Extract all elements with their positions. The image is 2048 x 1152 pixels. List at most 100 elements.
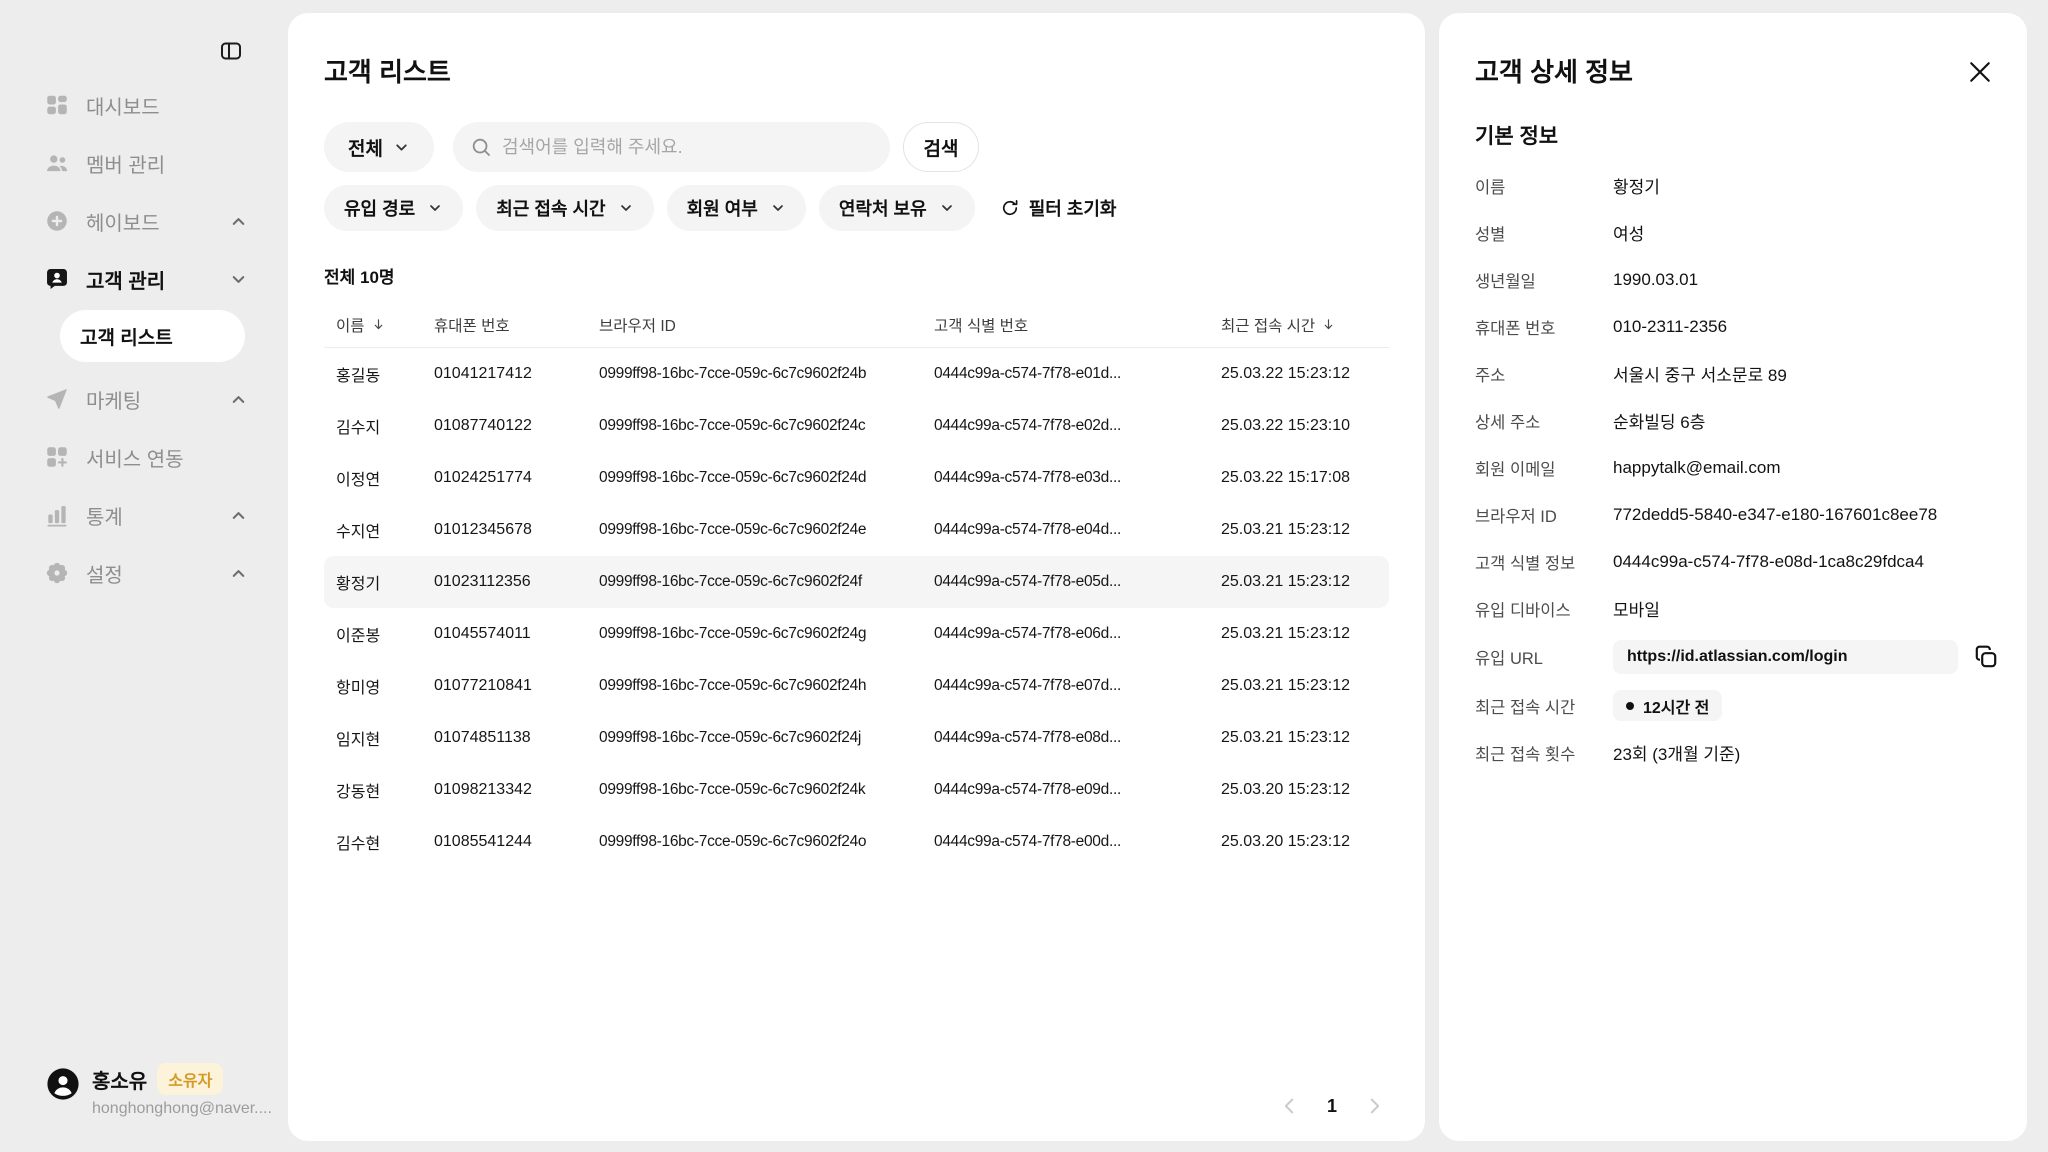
prev-page-icon[interactable] xyxy=(1279,1095,1301,1117)
cell-name: 강동현 xyxy=(336,784,381,802)
sidebar-item-label: 마케팅 xyxy=(86,390,142,413)
filter-inflow-path[interactable]: 유입 경로 xyxy=(324,185,464,232)
filter-last-access[interactable]: 최근 접속 시간 xyxy=(476,185,654,232)
field-value: happytalk@email.com xyxy=(1613,457,1781,477)
sidebar-item-marketing[interactable]: 마케팅 xyxy=(0,370,288,428)
sidebar-item-members[interactable]: 멤버 관리 xyxy=(0,134,288,192)
close-icon[interactable] xyxy=(1965,57,1995,87)
detail-field-phone: 휴대폰 번호 010-2311-2356 xyxy=(1475,303,1999,350)
cell-browser-id: 0999ff98-16bc-7cce-059c-6c7c9602f24g xyxy=(599,625,867,643)
cell-phone: 01077210841 xyxy=(434,677,532,695)
sidebar-item-label: 서비스 연동 xyxy=(86,448,184,471)
table-row[interactable]: 임지현 01074851138 0999ff98-16bc-7cce-059c-6c… xyxy=(324,712,1389,764)
column-label: 최근 접속 시간 xyxy=(1221,317,1316,335)
chevron-down-icon xyxy=(618,200,634,216)
field-value: 모바일 xyxy=(1613,601,1660,621)
sort-desc-icon xyxy=(1321,317,1336,332)
column-name[interactable]: 이름 xyxy=(336,314,434,336)
table-row[interactable]: 항미영 01077210841 0999ff98-16bc-7cce-059c-6c… xyxy=(324,660,1389,712)
refresh-icon xyxy=(1000,198,1020,218)
cell-name: 김수지 xyxy=(336,420,381,438)
cell-last-access: 25.03.21 15:23:12 xyxy=(1221,677,1351,695)
field-value: 0444c99a-c574-7f78-e08d-1ca8c29fdca4 xyxy=(1613,551,1924,571)
sidebar-item-heyboard[interactable]: 헤이보드 xyxy=(0,192,288,250)
table-row[interactable]: 이정연 01024251774 0999ff98-16bc-7cce-059c-6c… xyxy=(324,452,1389,504)
url-value-box: https://id.atlassian.com/login xyxy=(1613,640,1958,675)
cell-phone: 01074851138 xyxy=(434,729,531,747)
column-customer-id: 고객 식별 번호 xyxy=(934,314,1221,336)
cell-customer-id: 0444c99a-c574-7f78-e09d... xyxy=(934,781,1121,799)
chevron-down-icon xyxy=(427,200,443,216)
sidebar-item-customers[interactable]: 고객 관리 xyxy=(0,250,288,308)
user-profile[interactable]: 홍소유 소유자 honghonghong@naver.... xyxy=(46,1063,272,1118)
filter-member-status[interactable]: 회원 여부 xyxy=(666,185,806,232)
table-row[interactable]: 이준봉 01045574011 0999ff98-16bc-7cce-059c-6c… xyxy=(324,608,1389,660)
field-value: 순화빌딩 6층 xyxy=(1613,413,1706,433)
sidebar-item-stats[interactable]: 통계 xyxy=(0,486,288,544)
filter-has-contact[interactable]: 연락처 보유 xyxy=(818,185,975,232)
cell-customer-id: 0444c99a-c574-7f78-e01d... xyxy=(934,365,1121,383)
search-button[interactable]: 검색 xyxy=(903,122,979,173)
cell-browser-id: 0999ff98-16bc-7cce-059c-6c7c9602f24h xyxy=(599,677,867,695)
cell-last-access: 25.03.20 15:23:12 xyxy=(1221,833,1351,851)
current-page[interactable]: 1 xyxy=(1326,1095,1337,1116)
field-label: 최근 접속 시간 xyxy=(1475,698,1576,717)
cell-name: 홍길동 xyxy=(336,368,381,386)
detail-field-address-detail: 상세 주소 순화빌딩 6층 xyxy=(1475,397,1999,444)
cell-phone: 01012345678 xyxy=(434,521,532,539)
settings-icon xyxy=(44,560,70,586)
sidebar-item-integration[interactable]: 서비스 연동 xyxy=(0,428,288,486)
cell-last-access: 25.03.20 15:23:12 xyxy=(1221,781,1351,799)
chevron-up-icon xyxy=(229,564,248,583)
search-input[interactable] xyxy=(502,136,873,158)
sidebar-subitem-customer-list[interactable]: 고객 리스트 xyxy=(60,310,245,362)
reset-filters-button[interactable]: 필터 초기화 xyxy=(1000,195,1117,221)
sidebar-item-dashboard[interactable]: 대시보드 xyxy=(0,76,288,134)
next-page-icon[interactable] xyxy=(1363,1095,1385,1117)
sidebar-item-label: 고객 관리 xyxy=(86,270,166,293)
cell-customer-id: 0444c99a-c574-7f78-e03d... xyxy=(934,469,1121,487)
sidebar-item-settings[interactable]: 설정 xyxy=(0,544,288,602)
filter-label: 연락처 보유 xyxy=(838,199,927,220)
panel-left-icon xyxy=(217,39,245,63)
column-last-access[interactable]: 최근 접속 시간 xyxy=(1221,314,1377,336)
section-title: 기본 정보 xyxy=(1475,125,1559,149)
cell-phone: 01024251774 xyxy=(434,469,532,487)
search-box xyxy=(453,122,890,173)
detail-field-last-access-count: 최근 접속 횟수 23회 (3개월 기준) xyxy=(1475,729,1999,776)
table-row[interactable]: 황정기 01023112356 0999ff98-16bc-7cce-059c-6c… xyxy=(324,556,1389,609)
cell-last-access: 25.03.21 15:23:12 xyxy=(1221,625,1351,643)
field-label: 유입 URL xyxy=(1475,650,1543,669)
field-label: 최근 접속 횟수 xyxy=(1475,745,1576,764)
field-value: 황정기 xyxy=(1613,178,1660,198)
role-badge: 소유자 xyxy=(157,1063,224,1095)
sidebar-item-label: 통계 xyxy=(86,506,123,529)
table-row[interactable]: 강동현 01098213342 0999ff98-16bc-7cce-059c-6c… xyxy=(324,764,1389,816)
marketing-icon xyxy=(44,386,70,412)
copy-icon[interactable] xyxy=(1973,644,1999,670)
table-row[interactable]: 김수지 01087740122 0999ff98-16bc-7cce-059c-6c… xyxy=(324,400,1389,452)
filter-label: 유입 경로 xyxy=(344,199,416,220)
table-row[interactable]: 수지연 01012345678 0999ff98-16bc-7cce-059c-6c… xyxy=(324,504,1389,556)
cell-customer-id: 0444c99a-c574-7f78-e06d... xyxy=(934,625,1121,643)
chevron-down-icon xyxy=(770,200,786,216)
field-value: 1990.03.01 xyxy=(1613,269,1699,289)
status-dot xyxy=(1626,701,1634,710)
cell-name: 임지현 xyxy=(336,732,381,750)
table-row[interactable]: 김수현 01085541244 0999ff98-16bc-7cce-059c-6c… xyxy=(324,816,1389,868)
sidebar-item-label: 헤이보드 xyxy=(86,212,160,235)
sidebar-toggle-button[interactable] xyxy=(212,34,250,68)
table-row[interactable]: 홍길동 01041217412 0999ff98-16bc-7cce-059c-6c… xyxy=(324,348,1389,400)
category-filter-dropdown[interactable]: 전체 xyxy=(324,122,434,173)
column-label: 브라우저 ID xyxy=(599,317,676,335)
column-phone: 휴대폰 번호 xyxy=(434,314,599,336)
cell-browser-id: 0999ff98-16bc-7cce-059c-6c7c9602f24d xyxy=(599,469,867,487)
detail-field-address: 주소 서울시 중구 서소문로 89 xyxy=(1475,350,1999,397)
detail-field-inflow-url: 유입 URL https://id.atlassian.com/login xyxy=(1475,632,1999,682)
filter-label: 최근 접속 시간 xyxy=(496,199,606,220)
cell-name: 이정연 xyxy=(336,472,381,490)
cell-last-access: 25.03.22 15:23:12 xyxy=(1221,365,1351,383)
field-label: 주소 xyxy=(1475,366,1506,385)
cell-phone: 01098213342 xyxy=(434,781,532,799)
